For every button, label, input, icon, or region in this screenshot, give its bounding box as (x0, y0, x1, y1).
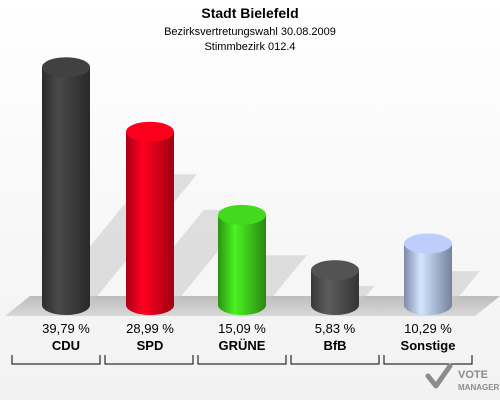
logo-text-bottom: MANAGER (458, 383, 500, 392)
axis-bracket-gr-ne (197, 355, 287, 365)
value-label-spd: 28,99 % (126, 321, 174, 336)
category-label-bfb: BfB (323, 338, 346, 353)
value-label-gr-ne: 15,09 % (218, 321, 266, 336)
bar-top-gr-ne (218, 204, 266, 225)
category-axis (11, 355, 473, 365)
bar-cdu (42, 67, 90, 315)
value-label-sonstige: 10,29 % (404, 321, 452, 336)
bars (42, 57, 452, 315)
logo-text-top: VOTE (458, 369, 488, 381)
check-icon (425, 363, 453, 389)
bar-top-bfb (311, 260, 359, 281)
category-label-spd: SPD (137, 338, 164, 353)
value-label-bfb: 5,83 % (315, 321, 356, 336)
chart-subtitle-1: Bezirksvertretungswahl 30.08.2009 (164, 26, 336, 38)
category-label-cdu: CDU (52, 338, 80, 353)
bar-bfb (311, 270, 359, 315)
bar-top-spd (126, 121, 174, 142)
bar-labels: 39,79 % CDU 28,99 % SPD 15,09 % GRÜNE 5,83 % Bf… (42, 321, 455, 353)
category-label-sonstige: Sonstige (401, 338, 456, 353)
value-label-cdu: 39,79 % (42, 321, 90, 336)
bar-spd (126, 131, 174, 315)
axis-bracket-spd (104, 355, 194, 365)
bar-sonstige (404, 243, 452, 315)
vote-manager-logo: VOTE MANAGER (425, 363, 500, 392)
bar-top-sonstige (404, 233, 452, 254)
axis-bracket-sonstige (383, 355, 473, 365)
chart-title: Stadt Bielefeld (201, 5, 298, 21)
category-label-gr-ne: GRÜNE (219, 338, 266, 353)
chart-subtitle-2: Stimmbezirk 012.4 (204, 41, 295, 53)
bar-gr-ne (218, 214, 266, 315)
axis-bracket-cdu (11, 355, 101, 365)
bar-top-cdu (42, 57, 90, 78)
axis-bracket-bfb (290, 355, 380, 365)
